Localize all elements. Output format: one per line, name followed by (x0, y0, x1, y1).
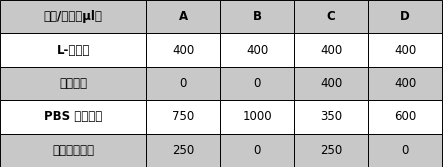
Text: 250: 250 (320, 144, 342, 157)
Text: 0: 0 (179, 77, 187, 90)
Text: L-酪氨酸: L-酪氨酸 (56, 44, 90, 57)
Text: 0: 0 (253, 77, 261, 90)
Text: 0: 0 (401, 144, 409, 157)
Text: 1000: 1000 (242, 110, 272, 123)
Bar (146, 0, 220, 33)
Text: 0: 0 (253, 144, 261, 157)
Text: PBS 缓冲溶液: PBS 缓冲溶液 (44, 110, 102, 123)
Text: 600: 600 (394, 110, 416, 123)
Bar (368, 134, 442, 167)
Bar (146, 67, 220, 100)
Bar (0, 0, 146, 33)
Text: 350: 350 (320, 110, 342, 123)
Bar (146, 100, 220, 134)
Text: 酪氨酸酶溶液: 酪氨酸酶溶液 (52, 144, 94, 157)
Text: 400: 400 (394, 44, 416, 57)
Text: 400: 400 (246, 44, 268, 57)
Bar (220, 67, 294, 100)
Text: 250: 250 (172, 144, 194, 157)
Bar (294, 33, 368, 67)
Bar (0, 67, 146, 100)
Text: 400: 400 (320, 44, 342, 57)
Bar (294, 67, 368, 100)
Bar (220, 100, 294, 134)
Text: 400: 400 (394, 77, 416, 90)
Text: 400: 400 (172, 44, 194, 57)
Bar (220, 33, 294, 67)
Text: 试剂/分组（μl）: 试剂/分组（μl） (44, 10, 102, 23)
Bar (0, 33, 146, 67)
Bar (368, 100, 442, 134)
Bar (368, 0, 442, 33)
Bar (294, 100, 368, 134)
Bar (294, 0, 368, 33)
Bar (294, 134, 368, 167)
Bar (368, 67, 442, 100)
Text: C: C (327, 10, 335, 23)
Bar (146, 134, 220, 167)
Bar (368, 33, 442, 67)
Text: D: D (400, 10, 410, 23)
Bar (220, 0, 294, 33)
Bar (0, 134, 146, 167)
Bar (0, 100, 146, 134)
Text: B: B (253, 10, 262, 23)
Text: 750: 750 (172, 110, 194, 123)
Text: 待测样品: 待测样品 (59, 77, 87, 90)
Bar (146, 33, 220, 67)
Text: 400: 400 (320, 77, 342, 90)
Text: A: A (179, 10, 188, 23)
Bar (220, 134, 294, 167)
